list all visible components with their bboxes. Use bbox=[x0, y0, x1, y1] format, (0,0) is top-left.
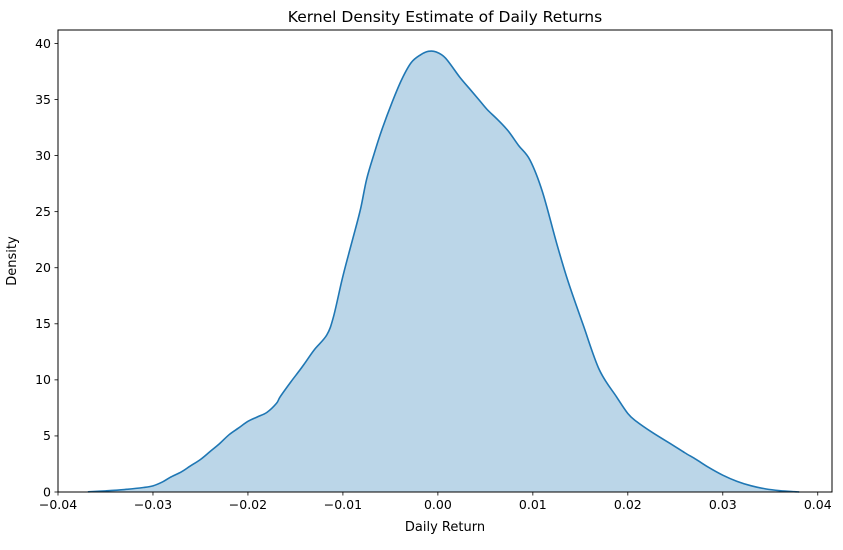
x-axis-label: Daily Return bbox=[405, 520, 485, 535]
y-axis-ticks: 0 5 10 15 20 25 30 35 40 bbox=[35, 36, 58, 499]
y-tick-label: 30 bbox=[35, 148, 51, 163]
x-tick-label: −0.02 bbox=[229, 497, 267, 512]
chart-title: Kernel Density Estimate of Daily Returns bbox=[288, 8, 602, 26]
y-tick-label: 25 bbox=[35, 204, 51, 219]
x-tick-label: 0.02 bbox=[614, 497, 642, 512]
x-tick-label: 0.04 bbox=[804, 497, 832, 512]
x-tick-label: 0.00 bbox=[424, 497, 452, 512]
kde-fill-area bbox=[88, 50, 799, 492]
x-tick-label: −0.01 bbox=[324, 497, 362, 512]
x-tick-label: 0.03 bbox=[709, 497, 737, 512]
y-tick-label: 35 bbox=[35, 92, 51, 107]
y-tick-label: 20 bbox=[35, 260, 51, 275]
x-tick-label: −0.03 bbox=[134, 497, 172, 512]
x-tick-label: −0.04 bbox=[39, 497, 77, 512]
x-axis-ticks: −0.04 −0.03 −0.02 −0.01 0.00 0.01 0.02 0.03 0.04 bbox=[39, 492, 832, 512]
y-tick-label: 40 bbox=[35, 36, 51, 51]
y-tick-label: 15 bbox=[35, 316, 51, 331]
y-axis-label: Density bbox=[5, 236, 20, 286]
y-tick-label: 5 bbox=[43, 428, 51, 443]
y-tick-label: 10 bbox=[35, 372, 51, 387]
kde-density-line bbox=[87, 50, 800, 493]
y-tick-label: 0 bbox=[43, 484, 51, 499]
x-tick-label: 0.01 bbox=[519, 497, 547, 512]
plot-background bbox=[58, 30, 832, 492]
axes-spines bbox=[57, 29, 833, 493]
